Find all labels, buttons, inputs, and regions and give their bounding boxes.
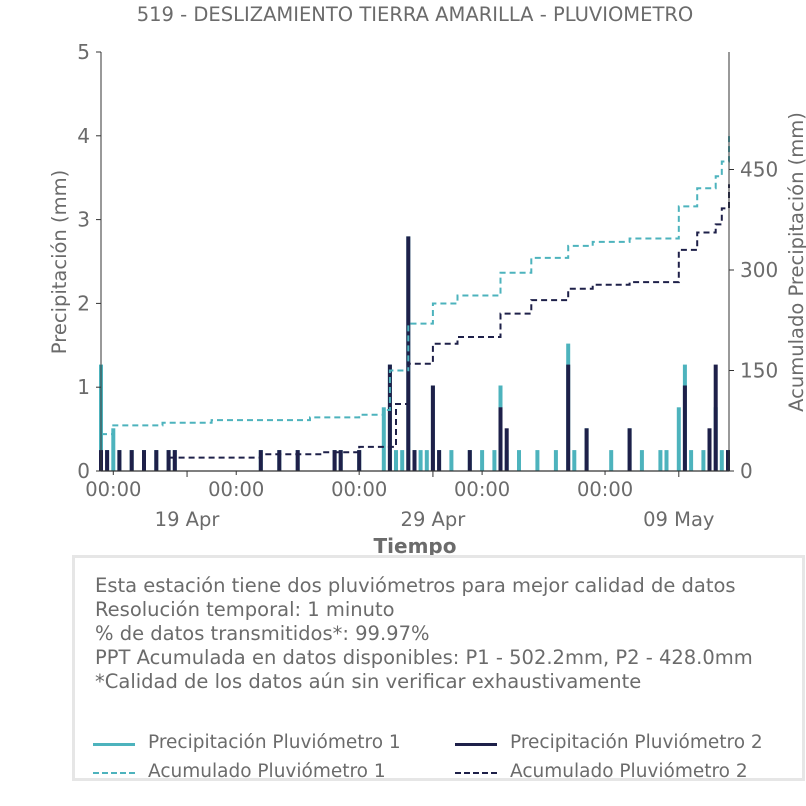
- bar-1-2: [111, 428, 116, 471]
- bar-2-21: [504, 428, 509, 471]
- legend-label-p2: Precipitación Pluviómetro 2: [510, 732, 763, 753]
- bar-2-25: [682, 385, 687, 471]
- y-axis-left-label: Precipitación (mm): [48, 170, 71, 354]
- bar-2-7: [172, 450, 177, 471]
- y-tick-right-label: 0: [740, 459, 753, 483]
- x-axis-label: Tiempo: [374, 534, 457, 558]
- y-tick-left-label: 0: [77, 459, 90, 483]
- bars-layer: [99, 236, 730, 471]
- bar-1-40: [658, 450, 663, 471]
- info-box: Esta estación tiene dos pluviómetros par…: [72, 555, 805, 782]
- bar-2-28: [726, 450, 730, 471]
- bar-1-32: [535, 450, 540, 471]
- bar-1-39: [639, 450, 644, 471]
- bar-2-20: [498, 407, 503, 471]
- legend-swatch-a2: [455, 772, 497, 774]
- bar-2-9: [277, 450, 282, 471]
- legend-swatch-a1: [93, 772, 135, 774]
- x-tick-time-label: 00:00: [577, 478, 633, 501]
- bar-2-27: [713, 364, 718, 471]
- cumulative-line-1: [101, 136, 730, 436]
- info-line-description: Esta estación tiene dos pluviómetros par…: [95, 574, 736, 597]
- bar-2-3: [129, 450, 134, 471]
- bar-1-42: [676, 407, 681, 471]
- bar-2-14: [387, 364, 392, 471]
- bar-2-17: [430, 385, 435, 471]
- bar-1-18: [400, 450, 405, 471]
- bar-1-37: [609, 450, 614, 471]
- bar-1-44: [689, 450, 694, 471]
- legend-swatch-p1: [93, 743, 135, 746]
- bar-1-41: [664, 450, 669, 471]
- bar-1-45: [701, 450, 706, 471]
- bar-1-22: [424, 450, 429, 471]
- chart-title: 519 - DESLIZAMIENTO TIERRA AMARILLA - PL…: [137, 3, 694, 26]
- x-tick-time-label: 00:00: [454, 478, 510, 501]
- bar-1-33: [553, 450, 558, 471]
- x-tick-date-label: 09 May: [643, 508, 714, 531]
- bar-2-15: [406, 236, 411, 471]
- x-tick-time-label: 00:00: [331, 478, 387, 501]
- bar-1-31: [517, 450, 521, 471]
- bar-2-16: [412, 450, 417, 471]
- y-axis-right-label: Acumulado Precipitación (mm): [785, 112, 806, 412]
- bar-1-48: [719, 450, 724, 471]
- y-tick-right-label: 150: [740, 359, 778, 383]
- info-line-transmitted: % de datos transmitidos*: 99.97%: [95, 622, 430, 645]
- cumulative-lines-layer: [101, 136, 730, 459]
- x-tick-time-label: 00:00: [85, 478, 141, 501]
- x-tick-date-label: 29 Apr: [401, 508, 467, 531]
- bar-2-8: [258, 450, 263, 471]
- y-tick-left-label: 3: [77, 208, 90, 232]
- bar-2-23: [584, 428, 589, 471]
- legend-label-p1: Precipitación Pluviómetro 1: [148, 732, 401, 753]
- bar-1-15: [381, 407, 386, 471]
- cumulative-line-2: [168, 184, 730, 459]
- x-tick-time-label: 00:00: [208, 478, 264, 501]
- legend-label-a1: Acumulado Pluviómetro 1: [148, 761, 386, 782]
- bar-2-10: [295, 450, 300, 471]
- bar-2-4: [142, 450, 146, 471]
- bar-1-25: [449, 450, 454, 471]
- y-tick-left-label: 5: [77, 40, 90, 64]
- x-tick-date-label: 19 Apr: [155, 508, 221, 531]
- y-tick-left-label: 2: [77, 291, 90, 315]
- info-line-quality-note: *Calidad de los datos aún sin verificar …: [95, 670, 642, 693]
- bar-2-22: [566, 364, 571, 471]
- bar-2-5: [154, 450, 159, 471]
- y-tick-left-label: 1: [77, 375, 90, 399]
- bar-2-13: [357, 450, 362, 471]
- bar-1-17: [394, 450, 398, 471]
- y-tick-left-label: 4: [77, 124, 90, 148]
- y-tick-right-label: 300: [740, 258, 778, 282]
- legend-label-a2: Acumulado Pluviómetro 2: [510, 761, 748, 782]
- legend-swatch-p2: [455, 743, 497, 746]
- bar-2-26: [707, 428, 712, 471]
- bar-2-1: [105, 450, 110, 471]
- bar-1-21: [418, 450, 423, 471]
- bar-2-24: [627, 428, 632, 471]
- axes-layer: [100, 52, 730, 472]
- bar-2-2: [117, 450, 122, 471]
- bar-2-11: [332, 450, 337, 471]
- bar-1-28: [492, 450, 497, 471]
- bar-1-35: [572, 450, 577, 471]
- bar-2-6: [166, 450, 171, 471]
- info-line-resolution: Resolución temporal: 1 minuto: [95, 598, 395, 621]
- bar-2-18: [437, 450, 442, 471]
- bar-2-12: [338, 450, 343, 471]
- info-line-accumulated: PPT Acumulada en datos disponibles: P1 -…: [95, 646, 753, 669]
- bar-2-19: [467, 450, 472, 471]
- y-tick-right-label: 450: [740, 158, 778, 182]
- bar-1-27: [480, 450, 485, 471]
